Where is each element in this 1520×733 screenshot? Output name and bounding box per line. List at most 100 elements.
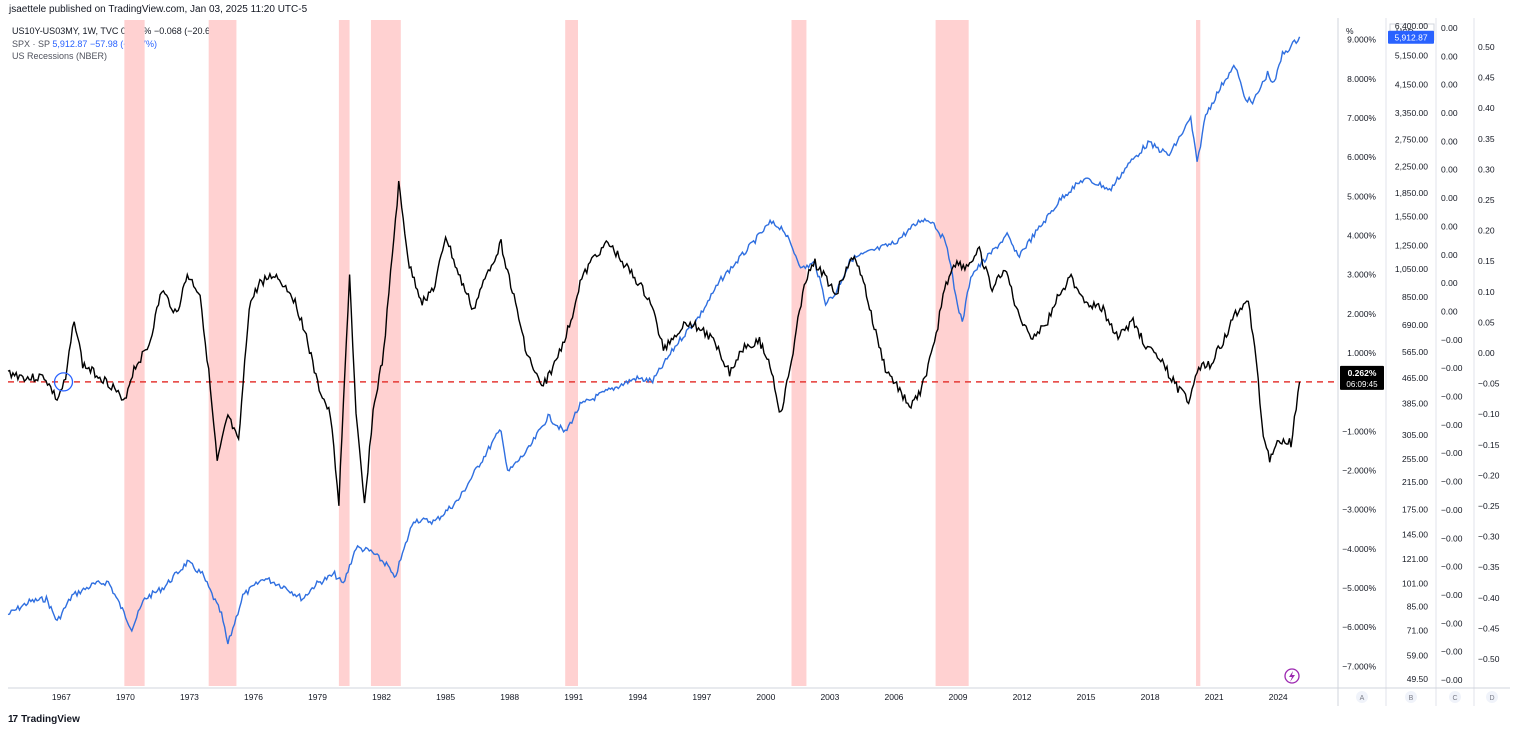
x-tick-label: 2003 [820,692,839,702]
pct-tick-label: −2.000% [1342,466,1376,476]
x-tick-label: 1973 [180,692,199,702]
x-tick-label: 2006 [884,692,903,702]
scale-letter-label: B [1409,695,1414,702]
spx-line [7,36,1301,645]
c-scale-tick-label: 0.00 [1441,165,1458,175]
usd-tick-label: 850.00 [1402,292,1428,302]
c-scale-tick-label: −0.00 [1441,590,1463,600]
pct-tick-label: 6.000% [1347,152,1376,162]
c-scale-tick-label: −0.00 [1441,448,1463,458]
d-scale-tick-label: 0.25 [1478,195,1495,205]
spx-price-tag [1388,30,1434,44]
d-scale-tick-label: −0.50 [1478,654,1500,664]
usd-tick-label: 2,250.00 [1395,162,1428,172]
recession-band-6 [935,20,969,686]
pct-tick-label: −7.000% [1342,661,1376,671]
usd-tick-label: 690.00 [1402,320,1428,330]
usd-tick-label: 71.00 [1407,626,1429,636]
usd-tick-label: 4,150.00 [1395,79,1428,89]
tradingview-logo-icon: 17 [8,714,18,725]
x-tick-label: 2000 [756,692,775,702]
usd-tick-label: 385.00 [1402,399,1428,409]
usd-tick-label: 1,550.00 [1395,212,1428,222]
recession-band-0 [124,20,145,686]
x-tick-label: 1979 [308,692,327,702]
d-scale-tick-label: −0.05 [1478,379,1500,389]
c-scale-tick-label: −0.00 [1441,477,1463,487]
scale-letter-label: C [1452,695,1457,702]
usd-tick-label: 121.00 [1402,554,1428,564]
c-scale-tick-label: 0.00 [1441,23,1458,33]
usd-tick-label: 6,400.00 [1395,21,1428,31]
pct-tick-label: 2.000% [1347,309,1376,319]
pct-tick-label: 7.000% [1347,113,1376,123]
d-scale-tick-label: 0.05 [1478,317,1495,327]
d-scale-tick-label: −0.10 [1478,409,1500,419]
footer[interactable]: 17 TradingView [8,714,80,725]
x-tick-label: 1967 [52,692,71,702]
usd-tick-label: 215.00 [1402,477,1428,487]
recession-band-7 [1196,20,1201,686]
legend-spx-name: SPX · SP [12,38,50,49]
x-tick-label: 1970 [116,692,135,702]
pct-tick-label: 1.000% [1347,348,1376,358]
recession-band-2 [338,20,350,686]
d-scale-tick-label: 0.30 [1478,164,1495,174]
usd-tick-label: 1,050.00 [1395,264,1428,274]
c-scale-tick-label: −0.00 [1441,562,1463,572]
x-tick-label: 1991 [564,692,583,702]
c-scale-tick-label: −0.00 [1441,505,1463,515]
lightning-icon-bolt [1289,671,1295,682]
usd-tick-label: 565.00 [1402,347,1428,357]
pct-tick-label: −5.000% [1342,583,1376,593]
scale-letter-badge [1405,691,1417,703]
lightning-icon[interactable] [1284,668,1300,684]
legend-spx[interactable]: SPX · SP 5,912.87 −57.98 (−0.97%) [12,38,226,51]
d-scale-tick-label: 0.45 [1478,73,1495,83]
usd-tick-label: 101.00 [1402,578,1428,588]
pct-tick-label: −6.000% [1342,622,1376,632]
pct-tick-label: 5.000% [1347,191,1376,201]
c-scale-tick-label: −0.00 [1441,420,1463,430]
c-scale-tick-label: 0.00 [1441,221,1458,231]
pct-tick-label: −4.000% [1342,544,1376,554]
c-scale-tick-label: 0.00 [1441,250,1458,260]
recession-band-4 [565,20,578,686]
c-scale-tick-label: 0.00 [1441,80,1458,90]
legend-spread-name: US10Y-US03MY, 1W, TVC [12,26,119,36]
c-scale-tick-label: −0.00 [1441,363,1463,373]
axis-layer: %USD9.000%8.000%7.000%6.000%5.000%4.000%… [8,18,1510,706]
d-scale-tick-label: −0.15 [1478,440,1500,450]
x-tick-label: 1985 [436,692,455,702]
d-scale-tick-label: −0.35 [1478,562,1500,572]
usd-tick-label: 1,250.00 [1395,240,1428,250]
chart-canvas[interactable]: %USD9.000%8.000%7.000%6.000%5.000%4.000%… [0,0,1520,712]
d-scale-tick-label: −0.45 [1478,623,1500,633]
legend-recessions[interactable]: US Recessions (NBER) [12,50,226,63]
spread-price-tag-value: 0.262% [1348,368,1377,378]
c-scale-tick-label: −0.00 [1441,392,1463,402]
scale-letter-badge [1356,691,1368,703]
pct-tick-label: 3.000% [1347,270,1376,280]
x-tick-label: 1982 [372,692,391,702]
usd-tick-label: 49.50 [1407,674,1429,684]
x-tick-label: 1976 [244,692,263,702]
recession-band-1 [208,20,237,686]
d-scale-tick-label: 0.40 [1478,103,1495,113]
usd-tick-label: 85.00 [1407,601,1429,611]
pct-tick-label: 9.000% [1347,35,1376,45]
usd-tick-label: 255.00 [1402,454,1428,464]
spx-price-tag-text: 5,912.87 [1394,32,1427,42]
usd-tick-label: 1,850.00 [1395,188,1428,198]
d-scale-tick-label: 0.50 [1478,42,1495,52]
d-scale-tick-label: −0.30 [1478,532,1500,542]
spread-price-tag [1340,365,1384,390]
legend-spx-change: −57.98 (−0.97%) [89,38,157,49]
c-scale-tick-label: 0.00 [1441,306,1458,316]
footer-brand: TradingView [21,714,80,725]
c-scale-tick-label: −0.00 [1441,533,1463,543]
x-tick-label: 1988 [500,692,519,702]
d-scale-tick-label: 0.10 [1478,287,1495,297]
scale-letter-badge [1486,691,1498,703]
scale-letter-label: D [1489,695,1494,702]
